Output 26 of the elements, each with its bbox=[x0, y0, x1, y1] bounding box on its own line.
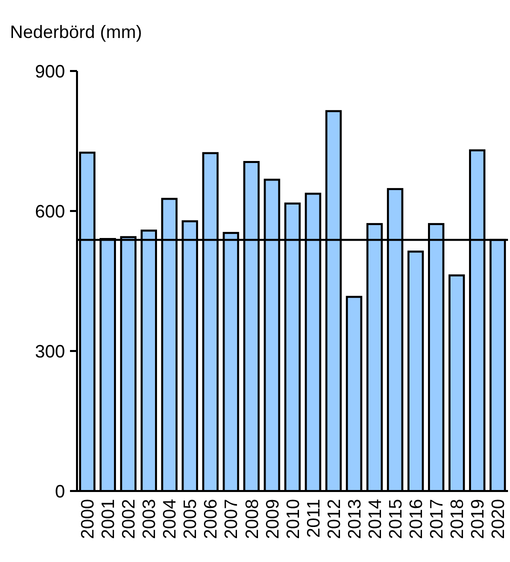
x-tick-label: 2000 bbox=[78, 499, 98, 540]
x-tick-label: 2015 bbox=[385, 499, 406, 540]
x-tick-label: 2014 bbox=[364, 499, 385, 540]
x-tick-label: 2003 bbox=[139, 499, 160, 540]
y-axis-title: Nederbörd (mm) bbox=[10, 22, 142, 42]
x-tick-label: 2017 bbox=[426, 499, 446, 540]
x-tick-label: 2009 bbox=[262, 499, 282, 540]
x-tick-label: 2012 bbox=[324, 499, 344, 540]
x-tick-label: 2020 bbox=[488, 499, 508, 540]
x-tick-label: 2007 bbox=[221, 499, 242, 540]
x-tick-label: 2006 bbox=[200, 499, 221, 540]
x-tick-label: 2004 bbox=[160, 499, 180, 540]
x-tick-label: 2016 bbox=[406, 499, 426, 540]
x-tick-label: 2001 bbox=[98, 499, 118, 540]
y-tick-label: 0 bbox=[54, 481, 65, 502]
x-tick-label: 2005 bbox=[180, 499, 200, 540]
x-tick-label: 2018 bbox=[446, 499, 467, 540]
x-tick-label: 2011 bbox=[303, 499, 324, 538]
y-tick-label: 600 bbox=[34, 201, 65, 222]
x-tick-label: 2002 bbox=[118, 499, 139, 540]
x-tick-label: 2010 bbox=[282, 499, 303, 540]
x-tick-label: 2013 bbox=[344, 499, 364, 540]
y-tick-label: 300 bbox=[34, 341, 65, 362]
x-tick-label: 2019 bbox=[468, 499, 488, 540]
x-tick-label: 2008 bbox=[242, 499, 262, 540]
y-tick-label: 900 bbox=[34, 61, 65, 82]
